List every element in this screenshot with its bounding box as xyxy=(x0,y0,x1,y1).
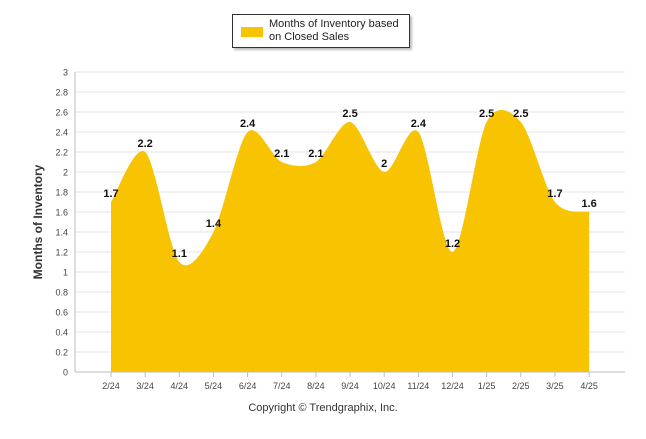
y-tick-label: 2.8 xyxy=(55,88,68,98)
y-tick-label: 0 xyxy=(63,368,68,378)
x-tick-label: 2/25 xyxy=(512,381,530,391)
y-tick-label: 0.6 xyxy=(55,308,68,318)
x-tick-label: 6/24 xyxy=(239,381,257,391)
data-label: 1.4 xyxy=(206,218,222,230)
data-label: 2.5 xyxy=(513,108,528,120)
x-tick-label: 4/24 xyxy=(171,381,189,391)
copyright-footer: Copyright © Trendgraphix, Inc. xyxy=(248,402,398,414)
y-tick-label: 1.8 xyxy=(55,188,68,198)
x-tick-label: 1/25 xyxy=(478,381,496,391)
data-label: 2.5 xyxy=(479,108,494,120)
x-tick-label: 2/24 xyxy=(102,381,120,391)
data-label: 2.1 xyxy=(274,148,289,160)
y-tick-label: 0.4 xyxy=(55,328,68,338)
data-label: 2 xyxy=(381,158,387,170)
y-tick-label: 1.2 xyxy=(55,248,68,258)
legend-swatch xyxy=(241,27,263,37)
y-tick-label: 2 xyxy=(63,168,68,178)
series-area xyxy=(111,110,590,372)
y-tick-label: 1.4 xyxy=(55,228,68,238)
data-label: 1.7 xyxy=(547,188,562,200)
x-tick-label: 11/24 xyxy=(407,381,429,391)
data-label: 1.2 xyxy=(445,238,460,250)
y-tick-label: 2.2 xyxy=(55,148,68,158)
legend-label: Months of Inventory based on Closed Sale… xyxy=(269,18,399,43)
y-tick-label: 3 xyxy=(63,68,68,78)
data-label: 1.7 xyxy=(103,188,118,200)
x-tick-label: 10/24 xyxy=(373,381,396,391)
data-label: 2.2 xyxy=(138,138,153,150)
y-tick-label: 2.6 xyxy=(55,108,68,118)
x-tick-label: 4/25 xyxy=(580,381,598,391)
x-tick-label: 9/24 xyxy=(341,381,359,391)
y-tick-label: 0.2 xyxy=(55,348,68,358)
x-tick-label: 5/24 xyxy=(205,381,223,391)
data-label: 1.6 xyxy=(581,198,596,210)
x-tick-label: 12/24 xyxy=(441,381,464,391)
y-tick-label: 1 xyxy=(63,268,68,278)
data-label: 1.1 xyxy=(172,248,187,260)
data-label: 2.1 xyxy=(308,148,323,160)
legend: Months of Inventory based on Closed Sale… xyxy=(232,14,410,48)
x-tick-label: 3/25 xyxy=(546,381,564,391)
y-tick-label: 0.8 xyxy=(55,288,68,298)
data-label: 2.4 xyxy=(411,118,427,130)
y-tick-label: 2.4 xyxy=(55,128,68,138)
data-label: 2.4 xyxy=(240,118,256,130)
x-tick-label: 8/24 xyxy=(307,381,325,391)
y-axis-title: Months of Inventory xyxy=(31,164,45,280)
x-tick-label: 3/24 xyxy=(136,381,154,391)
y-tick-label: 1.6 xyxy=(55,208,68,218)
data-label: 2.5 xyxy=(342,108,357,120)
x-tick-label: 7/24 xyxy=(273,381,291,391)
